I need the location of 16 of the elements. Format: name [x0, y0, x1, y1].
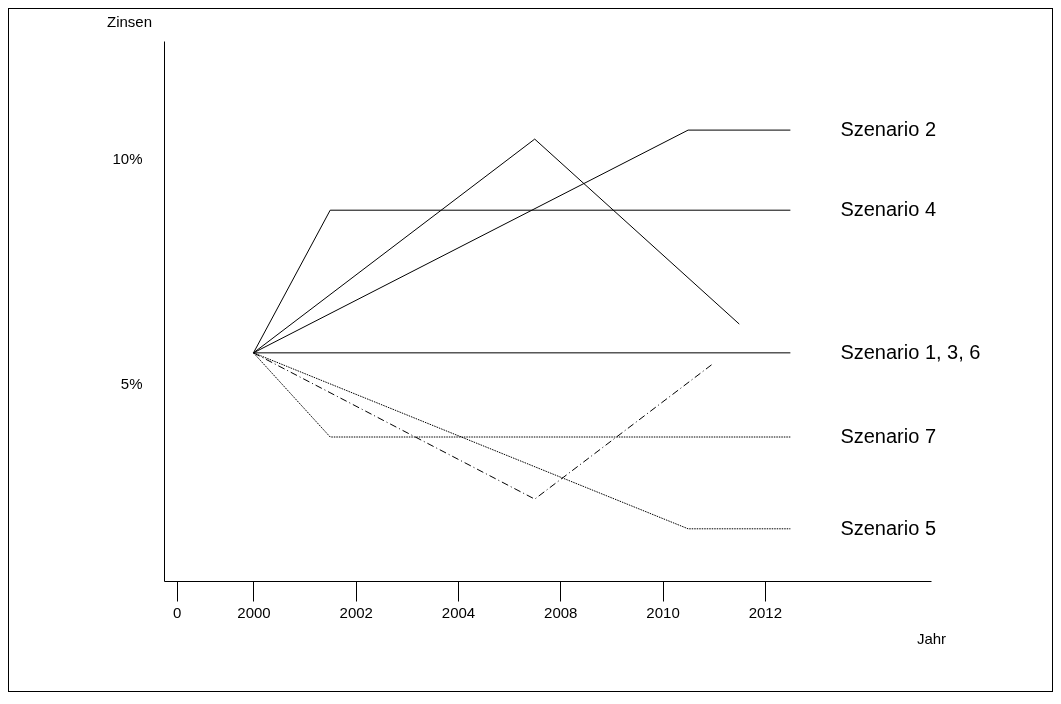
text: Szenario 5	[840, 516, 937, 539]
x-tick-label: 2002	[339, 603, 373, 621]
text: Szenario 7	[840, 425, 937, 447]
y-tick-label: 10%	[112, 149, 143, 167]
y-tick-label: 5%	[120, 374, 143, 392]
x-tick-label: 2008	[544, 603, 578, 621]
x-tick-label: 2012	[748, 603, 782, 621]
x-tick-label: 2000	[237, 603, 271, 621]
x-tick-label: 0	[173, 603, 182, 621]
x-tick-label: 2004	[441, 603, 476, 621]
text: Szenario 4	[840, 198, 937, 221]
x-tick-label: 2010	[646, 603, 680, 621]
text: Szenario 2	[840, 118, 937, 141]
x-axis-title: Jahr	[916, 629, 947, 647]
text: Szenario 1, 3, 6	[840, 340, 981, 363]
y-axis-title: Zinsen	[106, 12, 153, 30]
